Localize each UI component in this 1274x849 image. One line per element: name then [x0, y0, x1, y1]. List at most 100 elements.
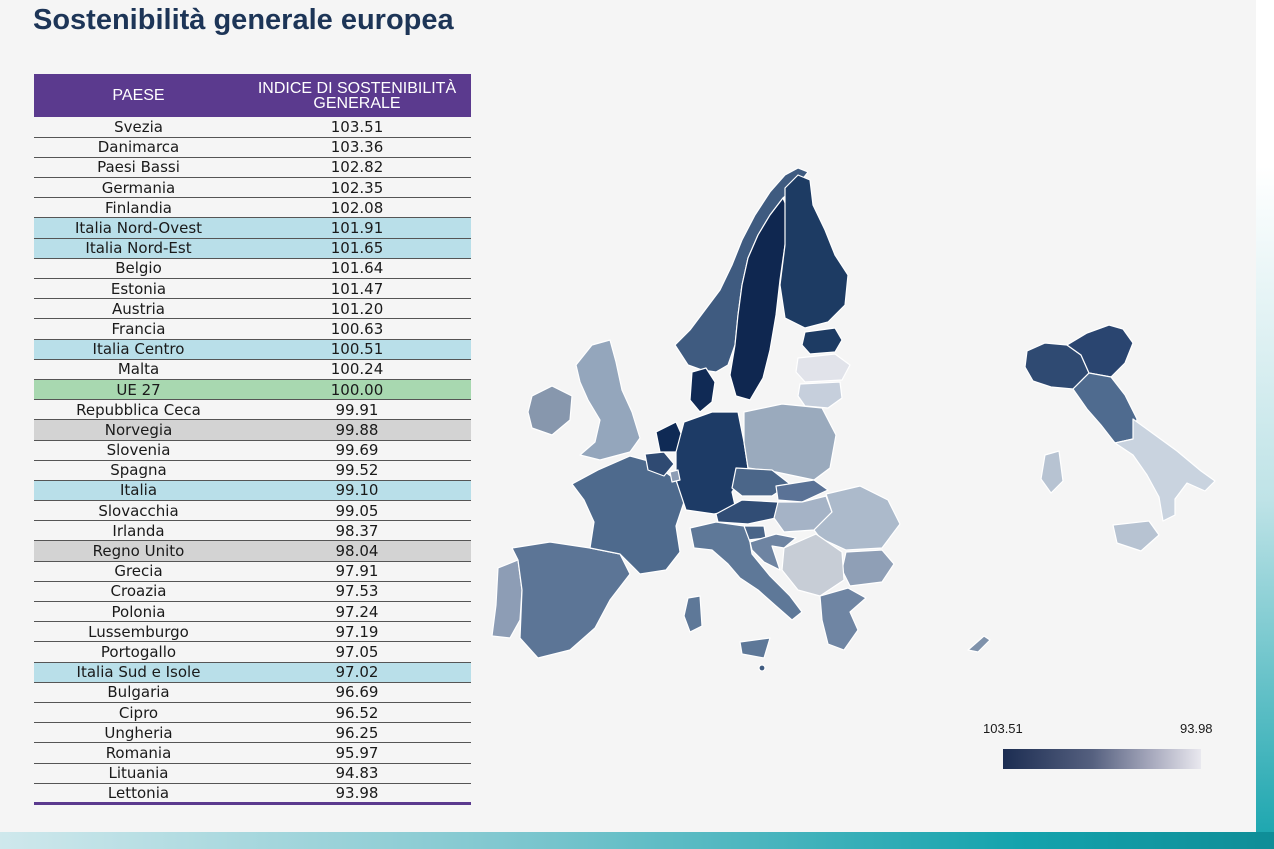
table-row: Romania 95.97 — [34, 742, 471, 764]
table-row: Croazia 97.53 — [34, 581, 471, 603]
table-row: Paesi Bassi 102.82 — [34, 157, 471, 179]
region-italia-centro[interactable] — [1072, 372, 1138, 444]
table-row: Norvegia 99.88 — [34, 419, 471, 441]
cell-paese: Italia Sud e Isole — [34, 662, 243, 683]
table-row: Italia 99.10 — [34, 480, 471, 502]
cell-paese: Malta — [34, 359, 243, 380]
region-spagna[interactable] — [511, 541, 631, 659]
region-italia-sicilia[interactable] — [1112, 520, 1160, 552]
cell-paese: Lituania — [34, 763, 243, 784]
region-malta[interactable] — [758, 664, 766, 672]
legend-max-label: 93.98 — [1180, 721, 1213, 736]
region-portogallo[interactable] — [491, 559, 523, 639]
cell-indice: 101.64 — [243, 258, 471, 280]
cell-indice: 100.63 — [243, 318, 471, 340]
cell-indice: 101.91 — [243, 217, 471, 239]
cell-paese: Italia — [34, 480, 243, 502]
cell-indice: 99.52 — [243, 460, 471, 481]
cell-paese: UE 27 — [34, 379, 243, 401]
table-row: Polonia 97.24 — [34, 601, 471, 623]
cell-indice: 97.24 — [243, 601, 471, 623]
region-germania[interactable] — [675, 411, 749, 515]
region-romania[interactable] — [813, 485, 901, 551]
region-lettonia[interactable] — [795, 353, 851, 383]
cell-indice: 97.91 — [243, 561, 471, 582]
cell-indice: 101.65 — [243, 238, 471, 259]
region-balcani — [781, 533, 845, 597]
cell-indice: 98.04 — [243, 540, 471, 562]
table-row: Belgio 101.64 — [34, 258, 471, 280]
table-row: Lettonia 93.98 — [34, 783, 471, 805]
cell-indice: 99.05 — [243, 500, 471, 522]
table-row: Portogallo 97.05 — [34, 641, 471, 663]
table-row: Finlandia 102.08 — [34, 197, 471, 219]
region-irlanda[interactable] — [527, 385, 573, 436]
cell-indice: 93.98 — [243, 783, 471, 805]
region-sicilia[interactable] — [739, 637, 771, 659]
cell-paese: Germania — [34, 177, 243, 199]
region-lussemburgo[interactable] — [669, 469, 681, 483]
cell-indice: 97.02 — [243, 662, 471, 683]
table-row: Regno Unito 98.04 — [34, 540, 471, 562]
cell-paese: Francia — [34, 318, 243, 340]
cell-indice: 95.97 — [243, 742, 471, 764]
legend-color-scale — [1003, 749, 1201, 769]
table-row: Grecia 97.91 — [34, 561, 471, 582]
cell-paese: Estonia — [34, 278, 243, 300]
cell-indice: 99.91 — [243, 399, 471, 421]
cell-indice: 96.69 — [243, 682, 471, 703]
cell-paese: Italia Centro — [34, 339, 243, 360]
region-slovacchia[interactable] — [775, 479, 829, 503]
cell-paese: Finlandia — [34, 197, 243, 219]
region-regno-unito[interactable] — [575, 339, 641, 461]
region-polonia[interactable] — [743, 403, 837, 481]
table-row: Austria 101.20 — [34, 298, 471, 320]
cell-paese: Bulgaria — [34, 682, 243, 703]
region-croazia[interactable] — [749, 533, 797, 571]
region-repubblica-ceca[interactable] — [731, 467, 791, 497]
cell-indice: 99.10 — [243, 480, 471, 502]
region-estonia[interactable] — [801, 327, 843, 355]
region-italia-sud[interactable] — [1114, 418, 1216, 522]
cell-indice: 100.51 — [243, 339, 471, 360]
region-grecia[interactable] — [819, 587, 867, 651]
region-lituania[interactable] — [797, 381, 843, 409]
cell-indice: 97.05 — [243, 641, 471, 663]
page-title: Sostenibilità generale europea — [33, 4, 454, 36]
region-italia-nord-est[interactable] — [1066, 324, 1134, 378]
cell-paese: Croazia — [34, 581, 243, 603]
cell-indice: 101.47 — [243, 278, 471, 300]
region-sardegna[interactable] — [683, 595, 703, 633]
europe-map — [491, 167, 991, 672]
table-body: Svezia 103.51 Danimarca 103.36 Paesi Bassi 10… — [34, 117, 471, 805]
region-bulgaria[interactable] — [841, 549, 895, 587]
cell-indice: 102.82 — [243, 157, 471, 179]
table-row: Cipro 96.52 — [34, 702, 471, 724]
header-paese: PAESE — [34, 74, 243, 117]
decorative-edge — [1256, 0, 1274, 832]
table-row: Irlanda 98.37 — [34, 520, 471, 542]
cell-indice: 94.83 — [243, 763, 471, 784]
table-row: Italia Centro 100.51 — [34, 339, 471, 360]
table-row: Estonia 101.47 — [34, 278, 471, 300]
region-italia-sardegna[interactable] — [1040, 450, 1064, 494]
cell-paese: Irlanda — [34, 520, 243, 542]
region-italia[interactable] — [689, 521, 803, 621]
region-svezia[interactable] — [729, 197, 789, 401]
region-danimarca[interactable] — [689, 367, 716, 413]
cell-indice: 97.53 — [243, 581, 471, 603]
cell-indice: 99.88 — [243, 419, 471, 441]
table-row: Germania 102.35 — [34, 177, 471, 199]
region-francia[interactable] — [571, 455, 685, 575]
region-finlandia[interactable] — [779, 174, 849, 329]
ranking-table: PAESE INDICE DI SOSTENIBILITÀ GENERALE S… — [34, 74, 471, 805]
cell-indice: 103.51 — [243, 117, 471, 138]
cell-paese: Austria — [34, 298, 243, 320]
italy-regions-map — [1024, 324, 1216, 552]
table-row: UE 27 100.00 — [34, 379, 471, 401]
table-row: Francia 100.63 — [34, 318, 471, 340]
region-cipro[interactable] — [967, 635, 991, 653]
cell-paese: Polonia — [34, 601, 243, 623]
cell-paese: Paesi Bassi — [34, 157, 243, 179]
cell-indice: 100.00 — [243, 379, 471, 401]
